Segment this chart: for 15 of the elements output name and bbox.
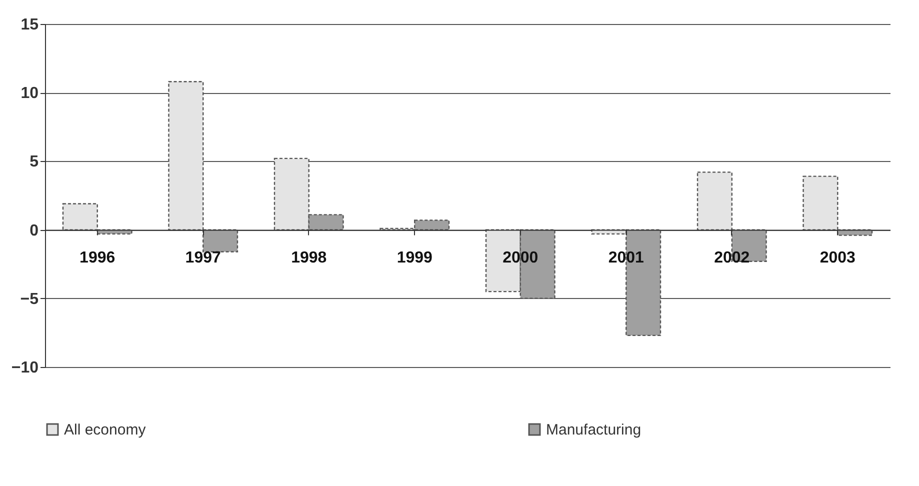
legend-label: Manufacturing — [546, 422, 642, 439]
x-tick-label: 2003 — [820, 249, 856, 266]
x-tick-label: 2000 — [502, 249, 538, 266]
x-tick-label: 2002 — [714, 249, 750, 266]
y-tick-label: −10 — [11, 360, 39, 376]
y-tick-label: 0 — [30, 222, 39, 240]
x-tick-label: 1998 — [291, 249, 327, 266]
y-tick-label: 5 — [30, 154, 39, 171]
legend-label: All economy — [64, 422, 146, 439]
y-tick-label: 10 — [20, 85, 39, 102]
x-tick-label: 1999 — [396, 249, 433, 266]
y-tick-label: −5 — [20, 290, 39, 308]
x-tick-label: 1997 — [185, 249, 222, 266]
x-tick-label: 1996 — [80, 249, 116, 266]
y-tick-label: 15 — [20, 16, 39, 34]
